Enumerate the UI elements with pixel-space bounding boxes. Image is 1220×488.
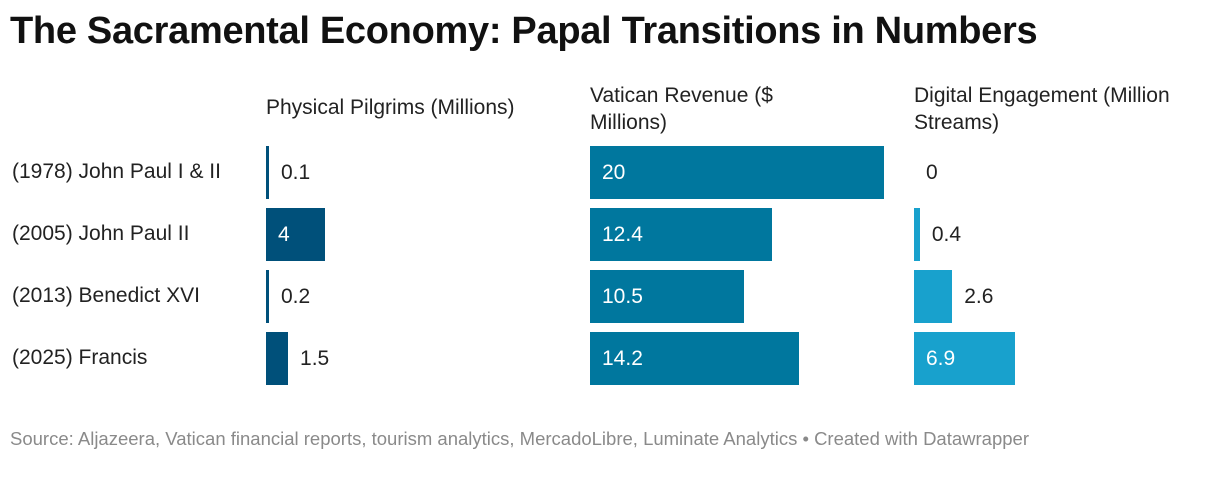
- bar-physical-pilgrims-millions-row-1: [266, 146, 269, 199]
- bar-vatican-revenue-millions-row-2: [590, 208, 773, 261]
- column-header-physical-pilgrims-millions: Physical Pilgrims (Millions): [266, 96, 515, 119]
- value-label-digital-engagement-million-streams-row-4: 6.9: [926, 347, 956, 370]
- row-label-3: (2013) Benedict XVI: [12, 284, 200, 307]
- value-label-vatican-revenue-millions-row-3: 10.5: [602, 285, 643, 308]
- column-header-vatican-revenue-millions: Vatican Revenue ($ Millions): [590, 84, 773, 134]
- bar-digital-engagement-million-streams-row-4: [914, 332, 1016, 385]
- value-label-physical-pilgrims-millions-row-1: 0.1: [281, 161, 311, 184]
- value-label-digital-engagement-million-streams-row-1: 0: [926, 161, 938, 184]
- chart-title: The Sacramental Economy: Papal Transitio…: [10, 10, 1038, 52]
- bar-digital-engagement-million-streams-row-3: [914, 270, 953, 323]
- row-label-2: (2005) John Paul II: [12, 222, 190, 245]
- bar-physical-pilgrims-millions-row-4: [266, 332, 289, 385]
- bar-vatican-revenue-millions-row-3: [590, 270, 745, 323]
- value-label-vatican-revenue-millions-row-2: 12.4: [602, 223, 643, 246]
- value-label-vatican-revenue-millions-row-1: 20: [602, 161, 626, 184]
- bar-physical-pilgrims-millions-row-2: [266, 208, 325, 261]
- bar-digital-engagement-million-streams-row-2: [914, 208, 920, 261]
- column-header-digital-engagement-million-streams: Digital Engagement (Million Streams): [914, 84, 1170, 134]
- bar-vatican-revenue-millions-row-4: [590, 332, 799, 385]
- value-label-vatican-revenue-millions-row-4: 14.2: [602, 347, 643, 370]
- bar-vatican-revenue-millions-row-1: [590, 146, 884, 199]
- row-label-1: (1978) John Paul I & II: [12, 160, 221, 183]
- value-label-physical-pilgrims-millions-row-2: 4: [278, 223, 290, 246]
- source-footer: Source: Aljazeera, Vatican financial rep…: [10, 428, 1029, 449]
- value-label-digital-engagement-million-streams-row-2: 0.4: [931, 223, 962, 246]
- row-label-4: (2025) Francis: [12, 346, 148, 369]
- bar-physical-pilgrims-millions-row-3: [266, 270, 269, 323]
- value-label-digital-engagement-million-streams-row-3: 2.6: [964, 285, 994, 308]
- value-label-physical-pilgrims-millions-row-4: 1.5: [300, 347, 330, 370]
- value-label-physical-pilgrims-millions-row-3: 0.2: [281, 285, 311, 308]
